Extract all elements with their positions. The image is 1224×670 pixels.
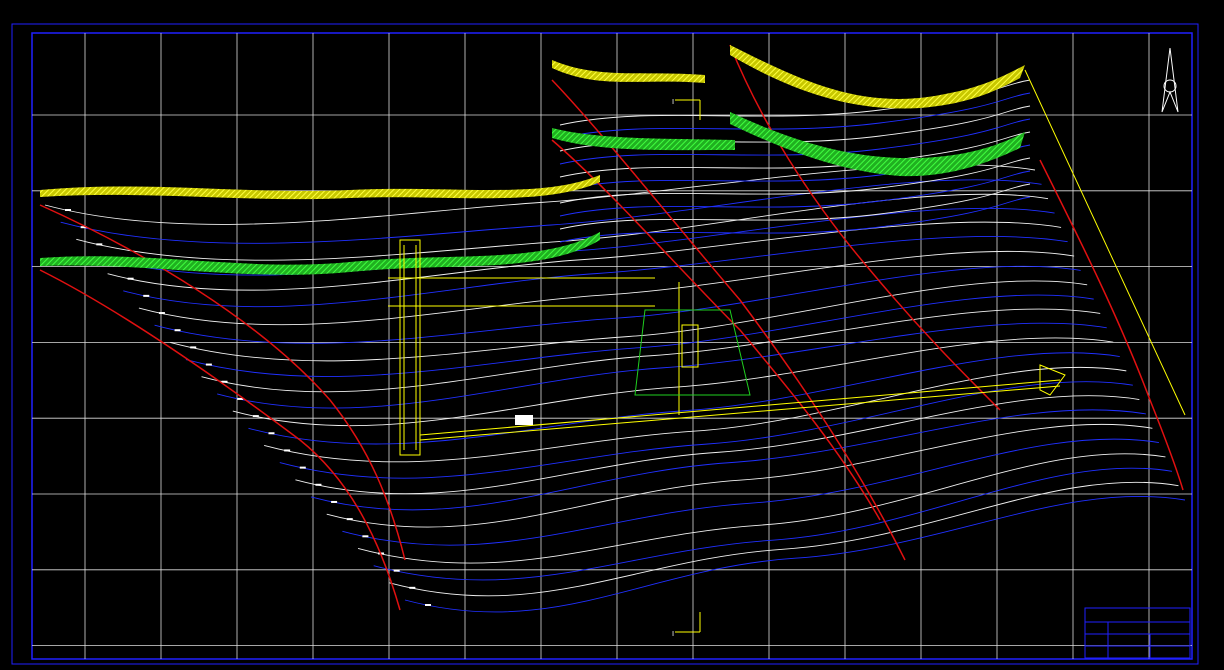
contour-line [357, 453, 1166, 564]
inner-frame [31, 32, 1193, 660]
contour-tag [284, 449, 291, 452]
contour-tag [80, 226, 87, 229]
coal-seam [40, 232, 600, 275]
contour-line [154, 265, 1081, 344]
arrow-circle [1163, 79, 1177, 93]
contour-tag [393, 569, 400, 572]
contour-tag [143, 294, 150, 297]
contour-tag [127, 277, 134, 280]
contour-line [248, 352, 1120, 445]
contour-line [201, 308, 1101, 393]
section-label: I [672, 98, 674, 106]
contour-line [559, 196, 1031, 243]
contour-tag [299, 466, 306, 469]
contour-tag [346, 518, 353, 521]
contour-line [559, 157, 1031, 204]
coal-seam [730, 112, 1025, 177]
coal-seam [552, 128, 735, 151]
contours [44, 79, 1186, 613]
contour-tag [315, 483, 322, 486]
coal-seam [40, 175, 600, 200]
contour-line [310, 409, 1146, 511]
outer-frame [11, 23, 1199, 665]
contour-line [232, 337, 1114, 427]
contour-line [107, 221, 1062, 291]
contour-tag [362, 535, 369, 538]
title-block [1084, 607, 1191, 659]
roadway [419, 379, 1061, 436]
marker [515, 415, 533, 425]
fault-line [39, 269, 401, 611]
contour-line [295, 395, 1140, 495]
coal-seam [552, 60, 705, 83]
contour-tag [158, 312, 165, 315]
boundary-line [1024, 69, 1186, 416]
contour-line [138, 250, 1075, 326]
shaft [388, 99, 1066, 633]
fault-line [729, 44, 1001, 411]
north-arrow [1161, 47, 1179, 113]
contour-tag [409, 586, 416, 589]
contour-line [373, 467, 1173, 581]
fault-line [39, 204, 406, 561]
shaft-body [399, 239, 421, 456]
contour-tag [425, 604, 431, 606]
contour-tag [237, 397, 244, 400]
contour-tag [221, 380, 228, 383]
contour-line [217, 322, 1107, 409]
coal-seam [730, 45, 1025, 109]
contour-line [389, 481, 1179, 597]
contour-tag [205, 363, 212, 366]
title-frame [1084, 607, 1191, 659]
contour-tag [190, 346, 197, 349]
contour-line [264, 366, 1127, 463]
roadway [419, 385, 1061, 441]
contour-line [559, 92, 1031, 139]
chamber-outline [634, 309, 751, 396]
contour-line [185, 294, 1094, 377]
contour-tag [96, 243, 103, 246]
section-label: I [672, 630, 674, 638]
contour-line [170, 280, 1088, 362]
chamber [681, 324, 699, 368]
section-line [675, 99, 701, 120]
contour-tag [331, 500, 338, 503]
contour-tag [174, 329, 181, 332]
contour-line [279, 381, 1133, 479]
contour-line [342, 438, 1159, 546]
fault-line [1039, 159, 1184, 491]
contour-tag [268, 432, 275, 435]
contour-tag [252, 415, 259, 418]
contour-line [60, 179, 1042, 244]
section-line [675, 612, 701, 633]
contour-line [123, 235, 1068, 308]
contour-line [326, 423, 1153, 528]
contour-tag [65, 209, 71, 211]
roadway-end [1039, 364, 1066, 396]
contour-line [559, 170, 1031, 217]
contour-line [404, 495, 1186, 613]
shaft-body [403, 245, 417, 450]
fault-line [551, 139, 881, 521]
